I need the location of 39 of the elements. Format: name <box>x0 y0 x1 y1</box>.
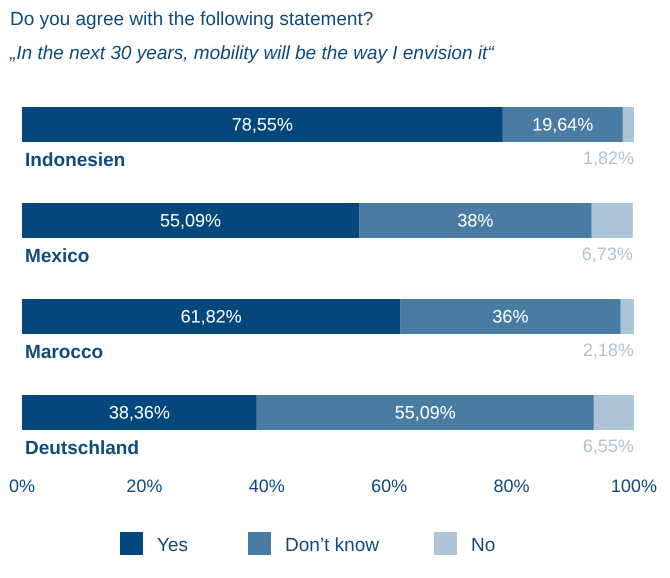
bar <box>594 395 634 430</box>
chart-title: Do you agree with the following statement? <box>10 9 374 30</box>
data-label: 6,73% <box>582 244 633 264</box>
bar <box>622 107 634 142</box>
data-label: 2,18% <box>582 340 634 360</box>
x-tick-label: 40% <box>248 476 285 496</box>
x-tick-label: 20% <box>126 476 162 496</box>
bar <box>620 299 634 334</box>
data-label: 6,55% <box>582 436 634 456</box>
legend-label: No <box>471 535 496 556</box>
legend-label: Yes <box>157 535 188 556</box>
x-tick-label: 0% <box>8 476 36 496</box>
x-tick-label: 100% <box>610 476 657 496</box>
bar <box>400 299 621 334</box>
y-tick-label: Marocco <box>25 342 104 363</box>
bar <box>592 203 633 238</box>
bar <box>22 107 503 142</box>
bar <box>256 395 594 430</box>
y-tick-label: Deutschland <box>25 438 140 459</box>
data-label: 55,09% <box>394 402 456 422</box>
data-label: 1,82% <box>582 148 634 168</box>
data-label: 55,09% <box>160 210 222 230</box>
y-tick-label: Indonesien <box>25 150 126 171</box>
data-label: 36% <box>492 306 528 326</box>
y-tick-label: Mexico <box>25 246 90 267</box>
bar <box>22 299 400 334</box>
bar <box>22 395 257 430</box>
x-tick-label: 80% <box>494 476 530 496</box>
bar <box>359 203 592 238</box>
bar <box>22 203 360 238</box>
x-tick-label: 60% <box>371 476 408 496</box>
data-label: 38,36% <box>108 402 170 422</box>
bar <box>502 107 623 142</box>
chart-subtitle: „In the next 30 years, mobility will be the way I envision it“ <box>9 43 496 64</box>
data-label: 78,55% <box>232 114 293 134</box>
data-label: 61,82% <box>180 306 242 326</box>
data-label: 19,64% <box>532 114 594 134</box>
legend-label: Don’t know <box>285 535 380 556</box>
data-label: 38% <box>457 210 494 230</box>
